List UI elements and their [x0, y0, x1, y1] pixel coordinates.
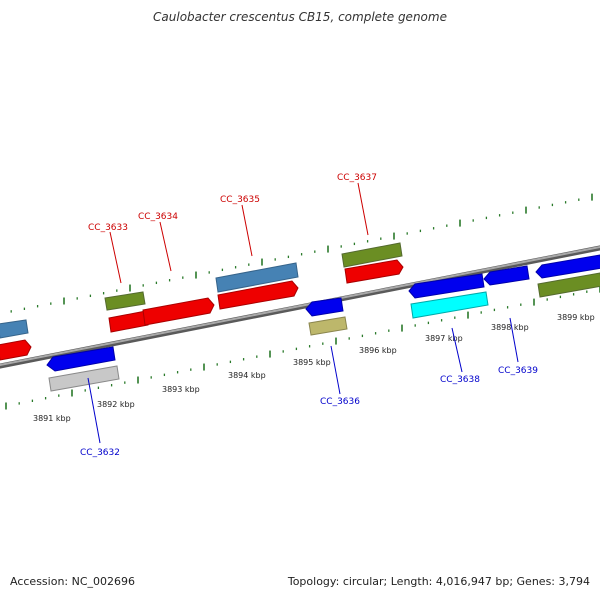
gene-forward[interactable] — [142, 297, 215, 326]
gene-label-cc-3638[interactable]: CC_3638 — [440, 375, 480, 385]
leader-line — [509, 317, 519, 363]
gene-label-cc-3633[interactable]: CC_3633 — [88, 223, 128, 233]
feature-rna[interactable] — [215, 262, 299, 293]
inner-tick-track — [5, 285, 600, 410]
feature-misc[interactable] — [341, 242, 403, 268]
kbp-labels: 3891 kbp 3892 kbp 3893 kbp 3894 kbp 3895… — [33, 313, 595, 423]
kbp-label: 3898 kbp — [491, 323, 529, 332]
gene-label-cc-3639[interactable]: CC_3639 — [498, 366, 538, 376]
gene-forward[interactable] — [344, 259, 404, 284]
leader-line — [357, 182, 369, 236]
feature-misc[interactable] — [104, 291, 146, 311]
leader-line — [109, 231, 122, 284]
gene-forward[interactable] — [0, 339, 32, 361]
leader-line — [451, 327, 463, 373]
gene-reverse[interactable] — [46, 346, 116, 372]
gene-label-cc-3635[interactable]: CC_3635 — [220, 195, 260, 205]
gene-labels: CC_3632 CC_3633 CC_3634 CC_3635 CC_3636 … — [80, 173, 538, 458]
feature-track — [0, 242, 600, 392]
leader-line — [330, 345, 341, 395]
outer-tick-track — [10, 193, 593, 313]
feature-misc[interactable] — [308, 316, 348, 336]
kbp-label: 3899 kbp — [557, 313, 595, 322]
genome-backbone-highlight — [0, 245, 600, 367]
kbp-label: 3893 kbp — [162, 385, 200, 394]
gene-label-cc-3632[interactable]: CC_3632 — [80, 448, 120, 458]
gene-label-leaders — [87, 182, 519, 444]
feature-misc[interactable] — [537, 272, 600, 298]
gene-label-cc-3637[interactable]: CC_3637 — [337, 173, 377, 183]
gene-forward[interactable] — [217, 280, 299, 310]
genome-title: Caulobacter crescentus CB15, complete ge… — [153, 10, 447, 24]
leader-line — [87, 377, 101, 444]
kbp-label: 3897 kbp — [425, 334, 463, 343]
accession-label: Accession: NC_002696 — [10, 575, 136, 588]
feature-rna[interactable] — [0, 319, 29, 339]
gene-reverse[interactable] — [408, 273, 485, 299]
gene-forward[interactable] — [108, 310, 149, 333]
gene-reverse[interactable] — [305, 297, 344, 317]
feature-repeat[interactable] — [410, 291, 489, 319]
gene-reverse[interactable] — [535, 254, 600, 279]
genome-stats-label: Topology: circular; Length: 4,016,947 bp… — [287, 575, 590, 588]
leader-line — [159, 221, 172, 272]
feature-pseudogene[interactable] — [48, 365, 120, 392]
gene-label-cc-3636[interactable]: CC_3636 — [320, 397, 360, 407]
kbp-label: 3892 kbp — [97, 400, 135, 409]
kbp-label: 3896 kbp — [359, 346, 397, 355]
kbp-label: 3895 kbp — [293, 358, 331, 367]
kbp-label: 3891 kbp — [33, 414, 71, 423]
gene-label-cc-3634[interactable]: CC_3634 — [138, 212, 178, 222]
kbp-label: 3894 kbp — [228, 371, 266, 380]
leader-line — [241, 204, 253, 257]
gene-reverse[interactable] — [483, 265, 530, 286]
